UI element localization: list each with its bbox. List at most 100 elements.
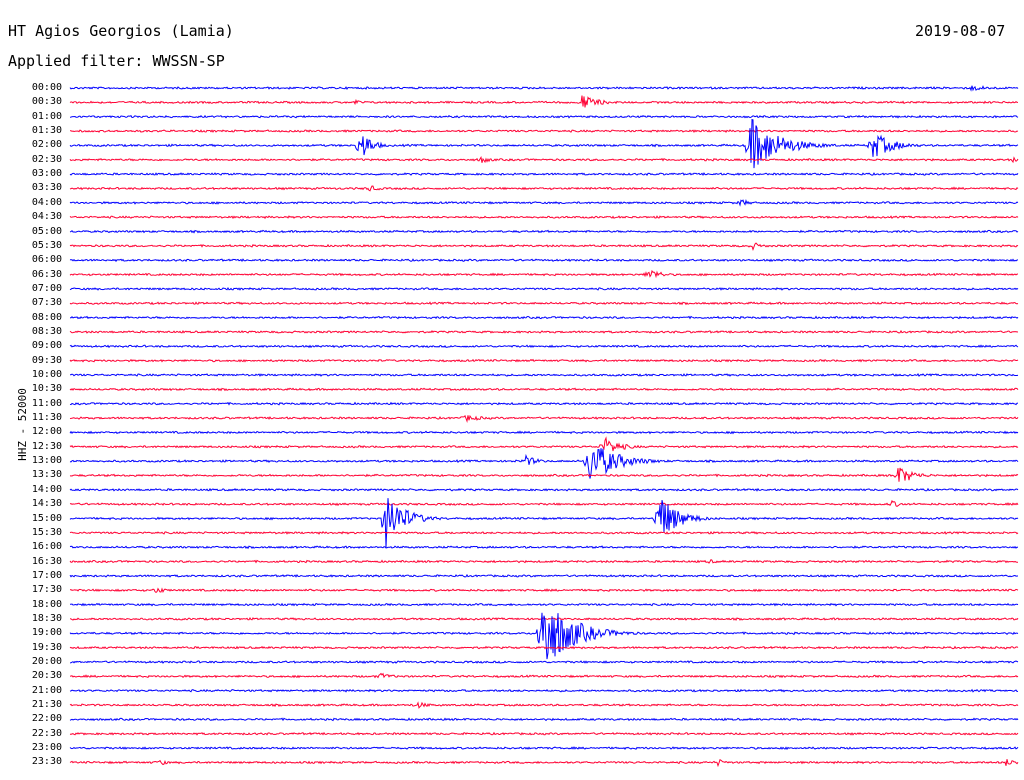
trace-line <box>70 129 1019 134</box>
time-tick-label: 07:30 <box>31 297 62 309</box>
time-tick-label: 18:00 <box>31 598 62 610</box>
time-tick-label: 08:30 <box>31 325 62 337</box>
time-tick-label: 05:00 <box>31 225 62 237</box>
time-tick-label: 03:00 <box>31 168 62 180</box>
filter-label: Applied filter: WWSSN-SP <box>8 52 225 70</box>
trace-line <box>69 85 1019 92</box>
trace-line <box>70 672 1019 679</box>
trace-line <box>69 573 1018 578</box>
time-tick-label: 09:30 <box>31 354 62 366</box>
trace-line <box>69 172 1019 177</box>
time-tick-label: 15:30 <box>31 526 62 538</box>
time-tick-label: 13:00 <box>31 455 62 467</box>
time-tick-label: 20:30 <box>31 670 62 682</box>
trace-line <box>69 717 1019 722</box>
time-tick-label: 02:30 <box>31 153 62 165</box>
trace-line <box>69 315 1019 320</box>
trace-line <box>69 731 1019 736</box>
trace-line <box>69 301 1019 306</box>
trace-line <box>69 414 1019 423</box>
trace-line <box>69 215 1019 220</box>
time-tick-label: 19:30 <box>31 641 62 653</box>
time-tick-label: 14:30 <box>31 498 62 510</box>
trace-line <box>69 436 1019 452</box>
time-tick-label: 10:30 <box>31 383 62 395</box>
time-tick-label: 06:00 <box>31 254 62 266</box>
station-title: HT Agios Georgios (Lamia) <box>8 22 234 40</box>
trace-line <box>69 688 1019 693</box>
time-tick-label: 18:30 <box>31 612 62 624</box>
time-tick-label: 16:30 <box>31 555 62 567</box>
trace-line <box>69 701 1019 709</box>
date-label: 2019-08-07 <box>915 22 1006 40</box>
time-tick-label: 09:00 <box>31 340 62 352</box>
trace-line <box>69 660 1019 664</box>
trace-line <box>69 559 1018 564</box>
trace-line <box>69 118 1019 169</box>
time-tick-label: 19:00 <box>31 627 62 639</box>
trace-line <box>69 387 1019 392</box>
trace-line <box>69 587 1019 594</box>
trace-line <box>69 499 1019 507</box>
trace-line <box>69 430 1019 435</box>
time-tick-label: 15:00 <box>31 512 62 524</box>
time-tick-label: 17:30 <box>31 584 62 596</box>
trace-line <box>69 401 1019 406</box>
trace-line <box>69 746 1019 751</box>
trace-line <box>69 199 1019 207</box>
time-tick-label: 04:30 <box>31 211 62 223</box>
time-tick-label: 03:30 <box>31 182 62 194</box>
trace-line <box>69 269 1019 279</box>
time-tick-label: 12:30 <box>31 440 62 452</box>
trace-line <box>69 645 1019 650</box>
trace-line <box>69 545 1019 550</box>
time-tick-label: 11:00 <box>31 397 62 409</box>
trace-line <box>69 498 1019 548</box>
time-tick-label: 08:00 <box>31 311 62 323</box>
trace-line <box>69 758 1019 768</box>
trace-line <box>69 448 1019 479</box>
time-tick-label: 00:00 <box>31 82 62 93</box>
trace-line <box>69 242 1019 252</box>
time-tick-label: 16:00 <box>31 541 62 553</box>
time-tick-label: 17:00 <box>31 569 62 581</box>
trace-line <box>69 258 1019 263</box>
trace-line <box>69 612 1019 660</box>
time-tick-label: 23:00 <box>31 742 62 754</box>
time-tick-label: 13:30 <box>31 469 62 481</box>
trace-line <box>69 329 1019 334</box>
trace-line <box>69 602 1019 607</box>
trace-line <box>69 487 1019 492</box>
time-tick-label: 06:30 <box>31 268 62 280</box>
time-tick-label: 21:00 <box>31 684 62 696</box>
time-tick-label: 05:30 <box>31 239 62 251</box>
time-tick-label: 22:30 <box>31 727 62 739</box>
time-tick-label: 21:30 <box>31 699 62 711</box>
time-tick-label: 01:00 <box>31 110 62 122</box>
trace-line <box>69 287 1019 291</box>
trace-line <box>69 156 1019 164</box>
trace-line <box>69 467 1019 482</box>
time-tick-label: 10:00 <box>31 369 62 380</box>
time-tick-label: 23:30 <box>31 756 62 768</box>
trace-line <box>69 530 1019 535</box>
trace-line <box>69 114 1019 119</box>
trace-line <box>69 185 1019 192</box>
time-tick-label: 12:00 <box>31 426 62 438</box>
trace-line <box>70 373 1019 377</box>
time-tick-label: 00:30 <box>31 96 62 108</box>
trace-line <box>69 229 1019 234</box>
trace-line <box>69 95 1018 108</box>
time-tick-label: 20:00 <box>31 656 62 667</box>
time-tick-label: 01:30 <box>31 125 62 137</box>
time-tick-label: 02:00 <box>31 139 62 151</box>
time-tick-label: 14:00 <box>31 483 62 495</box>
time-tick-label: 07:00 <box>31 282 62 294</box>
trace-line <box>69 358 1019 363</box>
trace-line <box>69 344 1019 349</box>
time-tick-label: 22:00 <box>31 713 62 725</box>
time-tick-label: 11:30 <box>31 412 62 424</box>
time-tick-label: 04:00 <box>31 196 62 208</box>
